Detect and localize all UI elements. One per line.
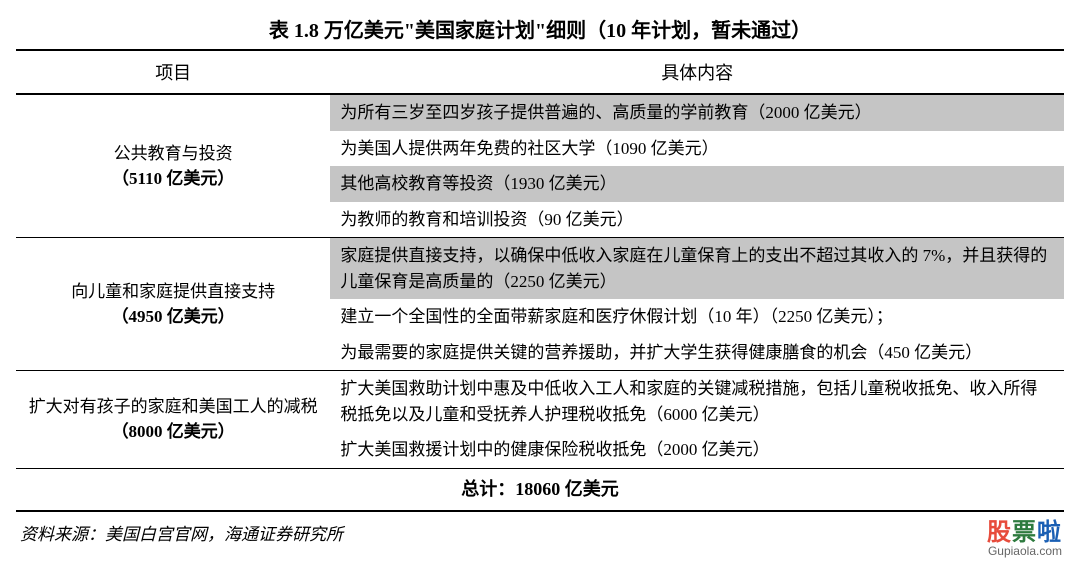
watermark: 股票啦 Gupiaola.com bbox=[987, 521, 1062, 557]
wm-char-3: 啦 bbox=[1037, 520, 1062, 546]
item-cell: 向儿童和家庭提供直接支持（4950 亿美元） bbox=[16, 238, 330, 371]
detail-cell: 建立一个全国性的全面带薪家庭和医疗休假计划（10 年）（2250 亿美元）； bbox=[330, 299, 1064, 335]
item-cell: 公共教育与投资（5110 亿美元） bbox=[16, 94, 330, 238]
header-row: 项目 具体内容 bbox=[16, 51, 1064, 94]
table-row: 扩大对有孩子的家庭和美国工人的减税（8000 亿美元）扩大美国救助计划中惠及中低… bbox=[16, 371, 1064, 433]
detail-cell: 为最需要的家庭提供关键的营养援助，并扩大学生获得健康膳食的机会（450 亿美元） bbox=[330, 335, 1064, 371]
table-row: 公共教育与投资（5110 亿美元）为所有三岁至四岁孩子提供普遍的、高质量的学前教… bbox=[16, 94, 1064, 131]
detail-cell: 为美国人提供两年免费的社区大学（1090 亿美元） bbox=[330, 131, 1064, 167]
col-header-item: 项目 bbox=[16, 51, 330, 94]
item-name: 扩大对有孩子的家庭和美国工人的减税 bbox=[26, 394, 320, 420]
item-amount: （8000 亿美元） bbox=[26, 419, 320, 445]
item-name: 公共教育与投资 bbox=[26, 141, 320, 167]
table-row: 向儿童和家庭提供直接支持（4950 亿美元）家庭提供直接支持，以确保中低收入家庭… bbox=[16, 238, 1064, 300]
policy-table-container: 表 1.8 万亿美元"美国家庭计划"细则（10 年计划，暂未通过） 项目 具体内… bbox=[16, 8, 1064, 545]
detail-cell: 扩大美国救援计划中的健康保险税收抵免（2000 亿美元） bbox=[330, 432, 1064, 468]
item-amount: （5110 亿美元） bbox=[26, 166, 320, 192]
item-cell: 扩大对有孩子的家庭和美国工人的减税（8000 亿美元） bbox=[16, 371, 330, 469]
col-header-detail: 具体内容 bbox=[330, 51, 1064, 94]
total-row: 总计：18060 亿美元 bbox=[16, 468, 1064, 511]
wm-char-1: 股 bbox=[987, 520, 1012, 546]
detail-cell: 其他高校教育等投资（1930 亿美元） bbox=[330, 166, 1064, 202]
detail-cell: 为所有三岁至四岁孩子提供普遍的、高质量的学前教育（2000 亿美元） bbox=[330, 94, 1064, 131]
source-note: 资料来源：美国白宫官网，海通证券研究所 bbox=[16, 512, 1064, 545]
table-title: 表 1.8 万亿美元"美国家庭计划"细则（10 年计划，暂未通过） bbox=[16, 8, 1064, 51]
watermark-url: Gupiaola.com bbox=[987, 545, 1062, 557]
detail-cell: 家庭提供直接支持，以确保中低收入家庭在儿童保育上的支出不超过其收入的 7%，并且… bbox=[330, 238, 1064, 300]
policy-table: 项目 具体内容 公共教育与投资（5110 亿美元）为所有三岁至四岁孩子提供普遍的… bbox=[16, 51, 1064, 512]
watermark-logo: 股票啦 bbox=[987, 521, 1062, 545]
detail-cell: 扩大美国救助计划中惠及中低收入工人和家庭的关键减税措施，包括儿童税收抵免、收入所… bbox=[330, 371, 1064, 433]
total-cell: 总计：18060 亿美元 bbox=[16, 468, 1064, 511]
item-name: 向儿童和家庭提供直接支持 bbox=[26, 279, 320, 305]
wm-char-2: 票 bbox=[1012, 520, 1037, 546]
item-amount: （4950 亿美元） bbox=[26, 304, 320, 330]
detail-cell: 为教师的教育和培训投资（90 亿美元） bbox=[330, 202, 1064, 238]
